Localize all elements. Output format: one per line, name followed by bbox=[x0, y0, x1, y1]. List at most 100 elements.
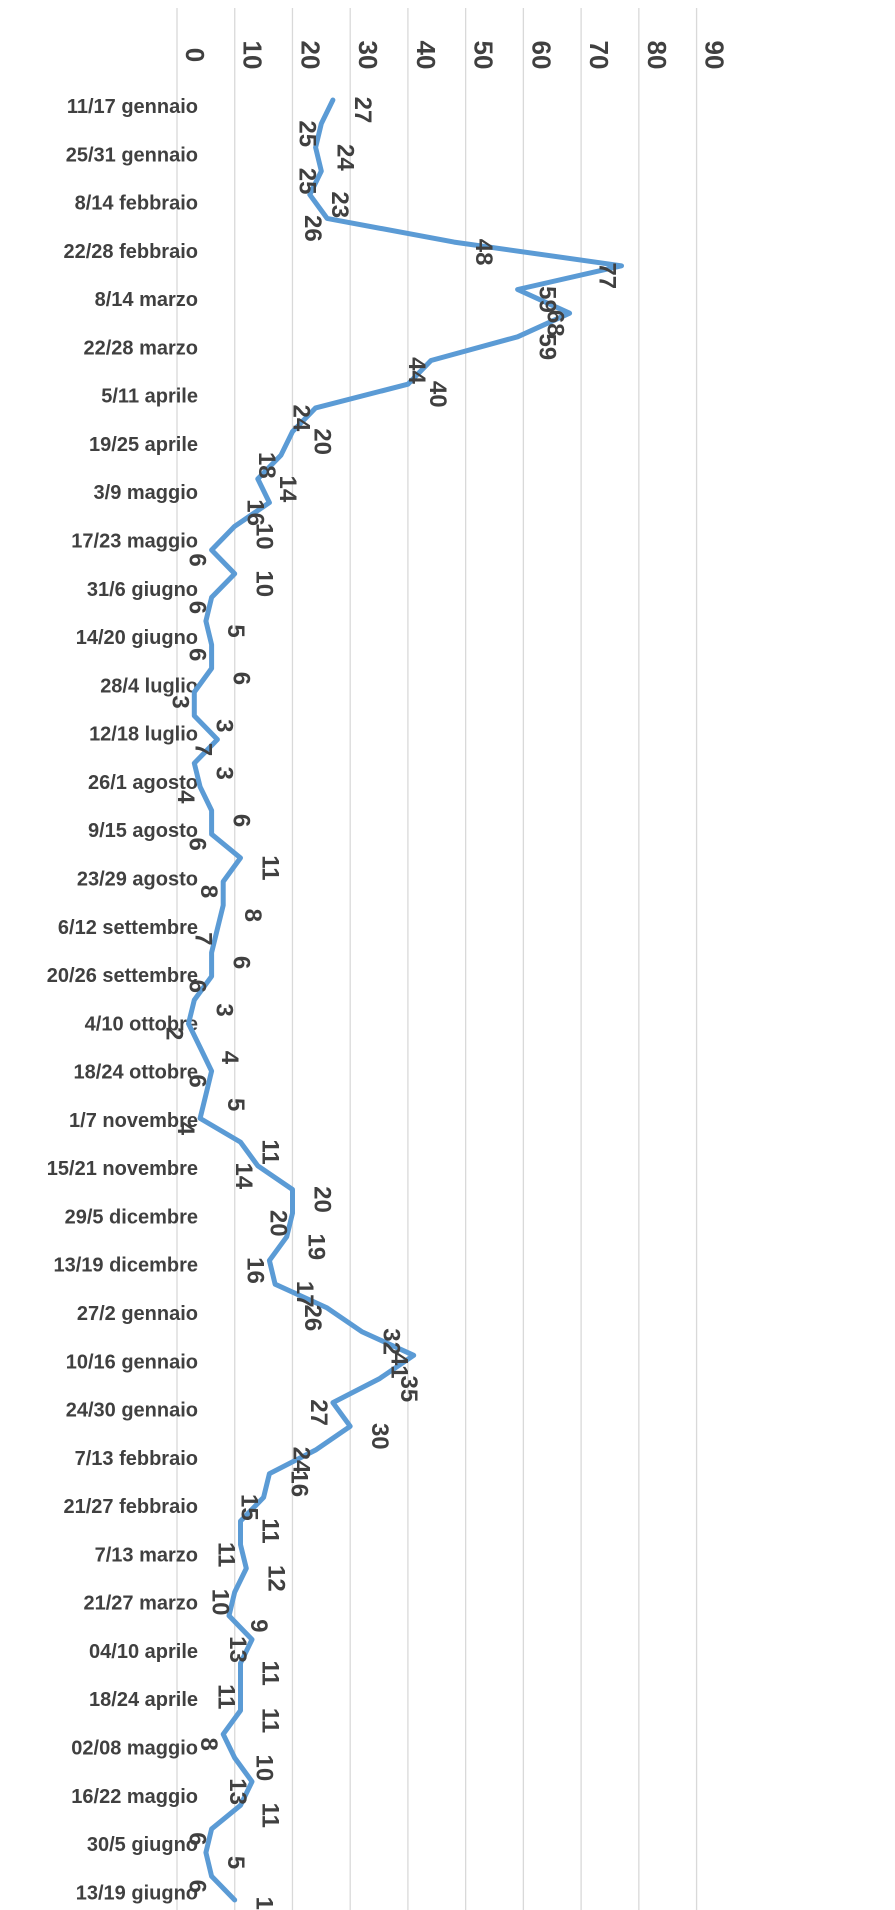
value-axis-tick-label: 80 bbox=[642, 41, 672, 70]
value-axis-tick-label: 0 bbox=[180, 48, 210, 62]
category-label: 10/16 gennaio bbox=[66, 1351, 198, 1373]
data-label: 24 bbox=[332, 144, 359, 171]
data-label: 20 bbox=[265, 1210, 292, 1237]
data-label: 6 bbox=[184, 1074, 211, 1087]
category-label: 02/08 maggio bbox=[71, 1738, 198, 1760]
value-axis-ticks: 0 10 20 30 40 50 60 70 80 90 bbox=[180, 41, 730, 70]
data-label: 41 bbox=[386, 1352, 413, 1379]
category-label: 11/17 gennaio bbox=[67, 96, 198, 118]
data-label: 10 bbox=[207, 1589, 234, 1616]
data-label: 6 bbox=[184, 601, 211, 614]
category-label: 9/15 agosto bbox=[88, 820, 198, 842]
data-label: 11 bbox=[257, 1803, 284, 1828]
data-label: 3 bbox=[166, 695, 193, 708]
category-label: 24/30 gennaio bbox=[66, 1400, 198, 1422]
data-label: 24 bbox=[288, 405, 315, 432]
data-label: 48 bbox=[470, 239, 497, 266]
data-label: 16 bbox=[241, 499, 268, 526]
data-label: 32 bbox=[378, 1328, 405, 1355]
data-labels: 2725242523264877596859444024201814161061… bbox=[161, 97, 621, 1910]
data-label: 27 bbox=[305, 1399, 332, 1426]
data-label: 18 bbox=[253, 452, 280, 479]
category-label: 22/28 marzo bbox=[83, 337, 198, 359]
data-label: 11 bbox=[257, 855, 284, 880]
data-label: 17 bbox=[291, 1281, 318, 1308]
data-label: 68 bbox=[542, 310, 569, 337]
series-line bbox=[186, 97, 624, 1903]
data-label: 44 bbox=[403, 357, 430, 384]
category-label: 31/6 giugno bbox=[87, 579, 198, 601]
category-label: 14/20 giugno bbox=[76, 627, 198, 649]
category-label: 7/13 febbraio bbox=[75, 1448, 198, 1470]
category-label: 3/9 maggio bbox=[94, 482, 198, 504]
category-label: 17/23 maggio bbox=[71, 531, 198, 553]
category-label: 1/7 novembre bbox=[69, 1110, 198, 1132]
data-label: 27 bbox=[349, 97, 376, 124]
category-label: 26/1 agosto bbox=[88, 772, 198, 794]
data-label: 10 bbox=[251, 1897, 278, 1910]
category-axis-labels: 11/17 gennaio 25/31 gennaio 8/14 febbraio 2… bbox=[47, 96, 198, 1904]
data-label: 25 bbox=[293, 168, 320, 195]
data-label: 4 bbox=[172, 790, 199, 804]
data-label: 3 bbox=[210, 1003, 237, 1016]
data-label: 11 bbox=[257, 1708, 284, 1733]
data-label: 5 bbox=[222, 1856, 249, 1869]
value-axis-tick-label: 30 bbox=[353, 41, 383, 70]
data-label: 11 bbox=[257, 1518, 284, 1543]
data-label: 24 bbox=[288, 1447, 315, 1474]
data-label: 77 bbox=[594, 262, 621, 289]
data-label: 7 bbox=[189, 743, 216, 756]
data-label: 15 bbox=[236, 1494, 263, 1521]
data-label: 23 bbox=[326, 191, 353, 218]
category-label: 5/11 aprile bbox=[101, 386, 198, 408]
data-label: 6 bbox=[228, 956, 255, 969]
category-label: 4/10 ottobre bbox=[85, 1013, 198, 1035]
category-label: 19/25 aprile bbox=[89, 434, 198, 456]
data-label: 7 bbox=[189, 932, 216, 945]
data-label: 6 bbox=[184, 838, 211, 851]
category-label: 8/14 febbraio bbox=[75, 193, 198, 215]
category-label: 18/24 ottobre bbox=[74, 1062, 198, 1084]
data-label: 9 bbox=[245, 1619, 272, 1632]
category-label: 16/22 maggio bbox=[71, 1786, 198, 1808]
data-label: 6 bbox=[228, 814, 255, 827]
data-label: 12 bbox=[262, 1565, 289, 1592]
category-label: 20/26 settembre bbox=[47, 965, 198, 987]
data-label: 6 bbox=[184, 1832, 211, 1845]
data-label: 6 bbox=[184, 553, 211, 566]
data-label: 14 bbox=[230, 1162, 257, 1189]
category-label: 23/29 agosto bbox=[77, 868, 198, 890]
data-label: 26 bbox=[299, 215, 326, 242]
value-axis-tick-label: 40 bbox=[411, 41, 441, 70]
category-label: 27/2 gennaio bbox=[77, 1303, 198, 1325]
data-label: 14 bbox=[274, 476, 301, 503]
data-label: 20 bbox=[309, 428, 336, 455]
data-label: 40 bbox=[424, 381, 451, 408]
data-label: 4 bbox=[172, 1122, 199, 1136]
category-label: 21/27 febbraio bbox=[63, 1496, 198, 1518]
data-label: 6 bbox=[184, 648, 211, 661]
value-axis-tick-label: 60 bbox=[526, 41, 556, 70]
data-label: 10 bbox=[251, 570, 278, 597]
data-label: 13 bbox=[224, 1636, 251, 1663]
data-label: 8 bbox=[195, 885, 222, 898]
data-label: 19 bbox=[303, 1233, 330, 1260]
category-label: 30/5 giugno bbox=[87, 1834, 198, 1856]
data-label: 16 bbox=[241, 1257, 268, 1284]
gridlines bbox=[176, 8, 698, 1910]
value-axis-tick-label: 20 bbox=[295, 41, 325, 70]
data-label: 35 bbox=[395, 1376, 422, 1403]
data-label: 11 bbox=[257, 1139, 284, 1164]
category-label: 8/14 marzo bbox=[95, 289, 198, 311]
category-label: 28/4 luglio bbox=[100, 675, 198, 697]
category-label: 12/18 luglio bbox=[89, 724, 198, 746]
data-label: 11 bbox=[257, 1661, 284, 1686]
data-label: 6 bbox=[184, 980, 211, 993]
data-label: 5 bbox=[222, 624, 249, 637]
category-label: 21/27 marzo bbox=[83, 1593, 198, 1615]
category-label: 18/24 aprile bbox=[89, 1689, 198, 1711]
data-label: 59 bbox=[534, 286, 561, 313]
data-label: 10 bbox=[251, 1755, 278, 1782]
value-axis-tick-label: 70 bbox=[584, 41, 614, 70]
data-label: 6 bbox=[228, 672, 255, 685]
